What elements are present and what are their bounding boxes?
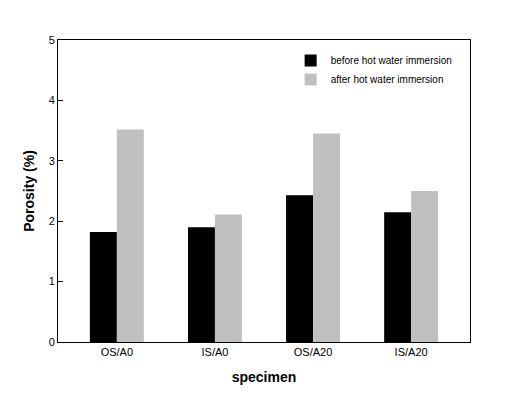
svg-text:OS/A0: OS/A0	[101, 346, 133, 358]
svg-text:before hot water immersion: before hot water immersion	[331, 55, 452, 66]
svg-text:2: 2	[49, 215, 55, 227]
svg-text:0: 0	[49, 336, 55, 348]
svg-text:5: 5	[49, 34, 55, 46]
svg-text:3: 3	[49, 155, 55, 167]
svg-text:after hot water immersion: after hot water immersion	[331, 74, 444, 85]
svg-text:IS/A0: IS/A0	[201, 346, 228, 358]
svg-text:IS/A20: IS/A20	[395, 346, 428, 358]
svg-text:Porosity (%): Porosity (%)	[21, 150, 37, 232]
svg-text:4: 4	[49, 94, 55, 106]
svg-text:1: 1	[49, 275, 55, 287]
svg-text:OS/A20: OS/A20	[294, 346, 333, 358]
svg-text:specimen: specimen	[232, 369, 297, 385]
